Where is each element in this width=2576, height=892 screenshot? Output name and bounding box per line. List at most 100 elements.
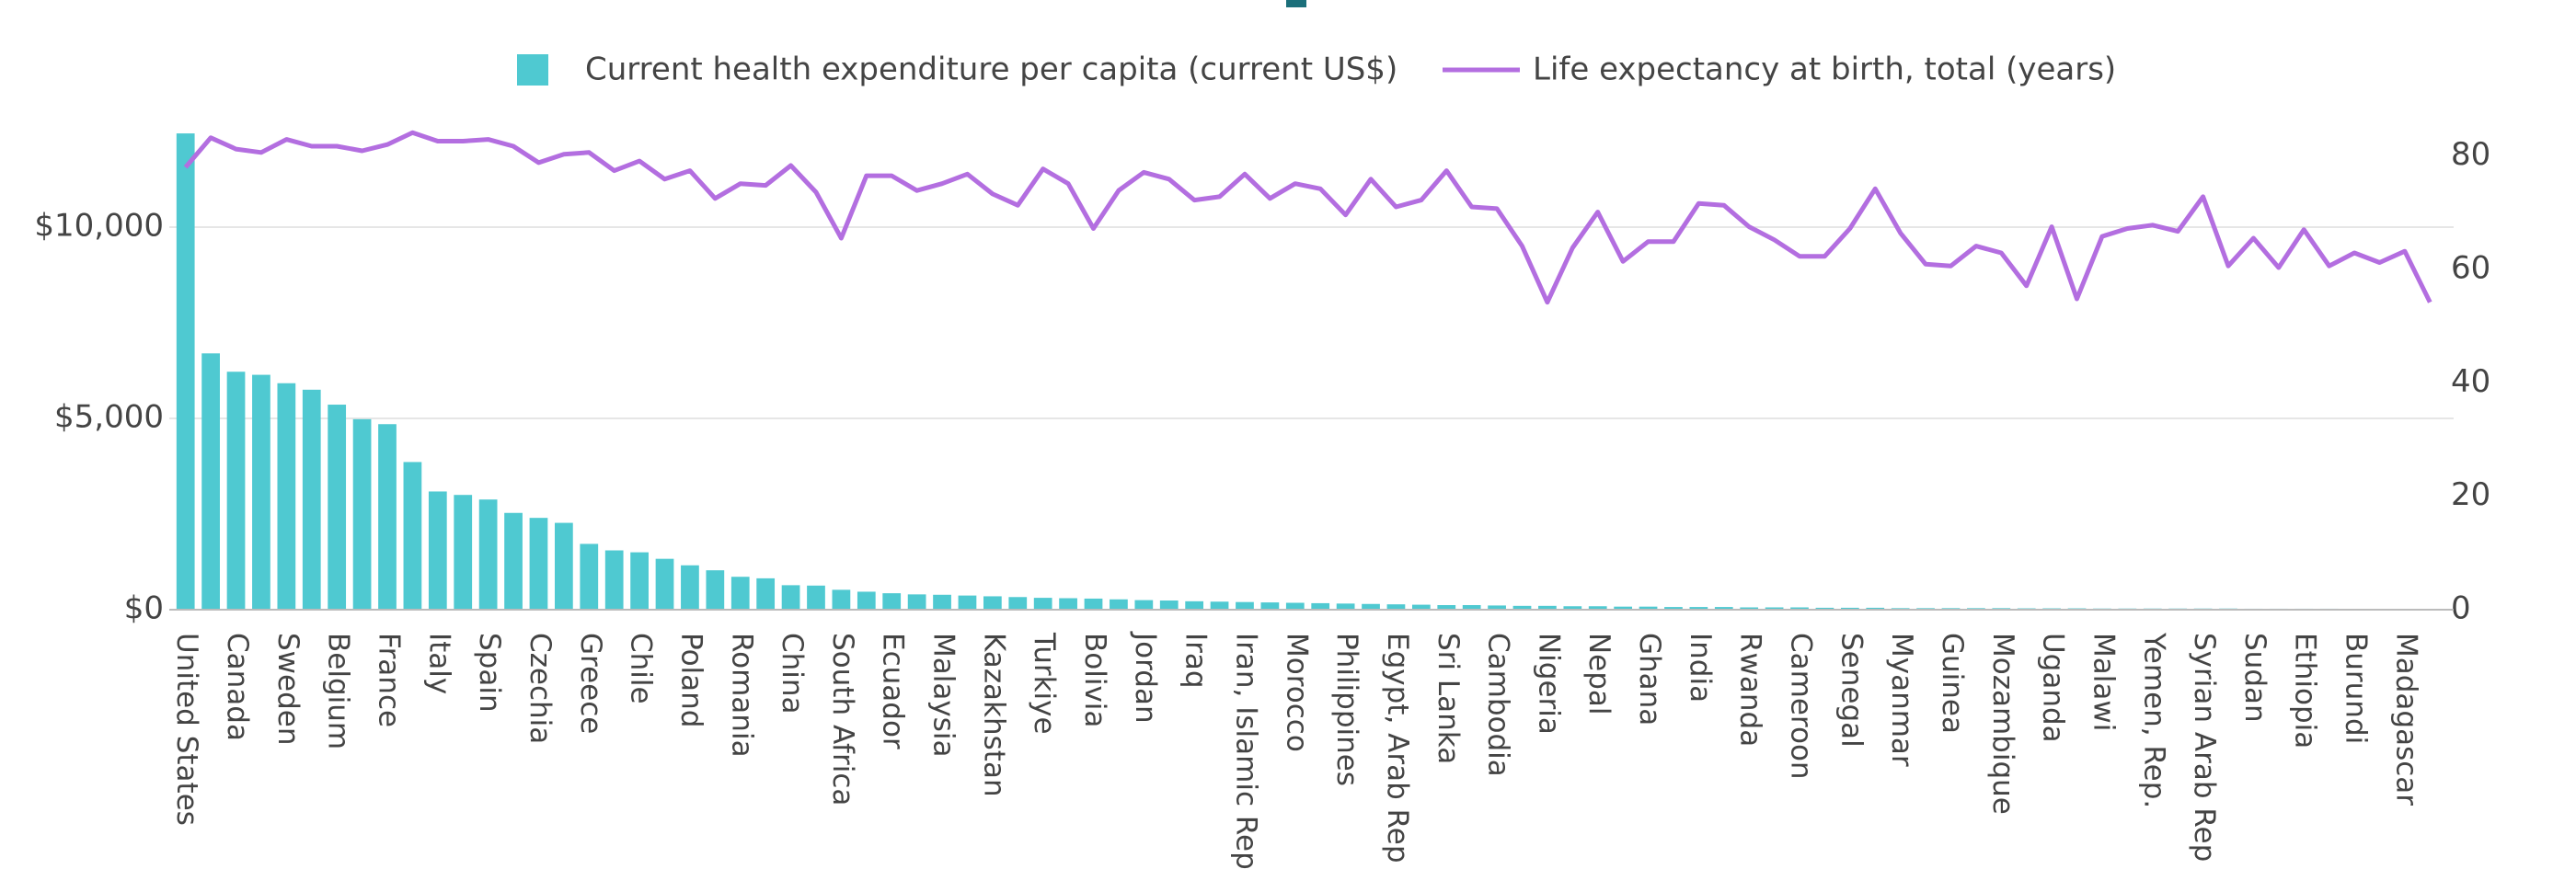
bar	[1159, 600, 1179, 610]
bar	[1840, 607, 1859, 610]
bar	[907, 594, 926, 610]
bar	[403, 462, 422, 610]
legend-label: Current health expenditure per capita (c…	[585, 51, 1397, 88]
bar	[252, 374, 270, 610]
bar	[1689, 607, 1708, 610]
bar	[555, 522, 573, 610]
bar	[1210, 601, 1229, 610]
bar	[201, 353, 220, 610]
x-tick-label: Iraq	[1179, 633, 1213, 689]
bar	[706, 570, 725, 610]
bar	[983, 596, 1002, 610]
bar	[1285, 602, 1305, 610]
y2-tick-label: 60	[2451, 249, 2490, 286]
bar	[226, 372, 246, 610]
legend-label: Life expectancy at birth, total (years)	[1533, 51, 2116, 88]
y2-tick-label: 80	[2451, 136, 2490, 173]
bar	[604, 550, 624, 610]
bar	[1362, 603, 1380, 610]
tab-marker	[1286, 0, 1306, 7]
x-tick-label: Ghana	[1633, 633, 1666, 726]
bar	[1110, 599, 1128, 610]
bar	[504, 512, 523, 610]
x-tick-label: Bolivia	[1078, 633, 1111, 727]
legend-swatch	[517, 54, 548, 86]
y2-tick-label: 0	[2451, 590, 2471, 627]
bar	[1311, 602, 1330, 610]
bar	[1488, 605, 1506, 610]
bar	[1033, 598, 1052, 610]
x-tick-label: Cameroon	[1785, 633, 1818, 780]
y2-tick-label: 20	[2451, 476, 2490, 513]
bar	[1588, 606, 1607, 610]
bar	[807, 585, 825, 610]
bar	[1790, 607, 1809, 610]
x-tick-label: Canada	[221, 633, 254, 741]
x-tick-label: Mozambique	[1986, 633, 2019, 815]
x-tick-label: Syrian Arab Rep	[2188, 633, 2221, 862]
x-tick-label: Chile	[625, 633, 658, 704]
y-tick-label: $5,000	[54, 399, 164, 436]
x-tick-label: Uganda	[2037, 633, 2070, 743]
bar	[529, 518, 548, 610]
x-tick-label: Greece	[574, 633, 607, 734]
x-tick-label: Morocco	[1280, 633, 1313, 752]
bar	[730, 577, 750, 610]
x-tick-label: Senegal	[1834, 633, 1868, 748]
bar	[1008, 597, 1028, 610]
x-tick-label: Belgium	[322, 633, 355, 749]
bar	[1386, 604, 1406, 610]
bar	[1437, 605, 1456, 610]
bar	[580, 543, 599, 610]
bar	[681, 565, 699, 610]
x-tick-label: France	[372, 633, 405, 727]
x-tick-label: Guinea	[1936, 633, 1969, 734]
bar	[1714, 607, 1733, 610]
bar	[378, 424, 397, 610]
x-tick-label: Czechia	[523, 633, 557, 744]
bar	[1084, 598, 1103, 610]
x-tick-label: Romania	[725, 633, 758, 758]
bar	[352, 418, 372, 610]
bar	[1134, 600, 1154, 610]
y2-tick-label: 40	[2451, 363, 2490, 400]
bar	[832, 589, 851, 610]
x-tick-label: Yemen, Rep.	[2137, 632, 2170, 808]
x-tick-label: Sri Lanka	[1432, 633, 1465, 764]
bar	[1664, 607, 1683, 610]
bar	[428, 491, 447, 610]
x-tick-label: Egypt, Arab Rep	[1381, 633, 1414, 863]
bar	[328, 405, 347, 610]
x-tick-label: Ethiopia	[2289, 633, 2322, 749]
x-tick-label: Nigeria	[1532, 633, 1565, 735]
x-tick-label: Sudan	[2238, 633, 2271, 723]
x-tick-label: Iran, Islamic Rep	[1229, 633, 1262, 870]
x-tick-label: United States	[170, 633, 203, 826]
x-tick-label: Madagascar	[2389, 633, 2422, 806]
bar	[882, 593, 902, 610]
line	[183, 130, 2432, 305]
bar	[1740, 607, 1759, 610]
bar	[1866, 607, 1885, 610]
bar	[1538, 605, 1557, 610]
x-tick-label: Philippines	[1330, 633, 1363, 786]
bar	[958, 595, 977, 610]
bar	[781, 585, 800, 610]
bar	[756, 578, 776, 610]
bar	[1639, 606, 1658, 610]
x-tick-label: China	[776, 633, 809, 715]
x-tick-label: Turkiye	[1028, 632, 1061, 735]
x-tick-label: Spain	[473, 633, 506, 713]
x-tick-label: Rwanda	[1734, 633, 1767, 747]
bar	[933, 594, 951, 610]
bar	[1512, 605, 1532, 610]
x-tick-label: Jordan	[1129, 631, 1162, 724]
x-tick-label: Ecuador	[877, 633, 910, 749]
bar	[1236, 601, 1254, 610]
x-tick-label: Myanmar	[1885, 633, 1918, 767]
x-tick-label: Burundi	[2340, 633, 2373, 744]
bar	[1563, 606, 1582, 610]
bar	[1765, 607, 1784, 610]
